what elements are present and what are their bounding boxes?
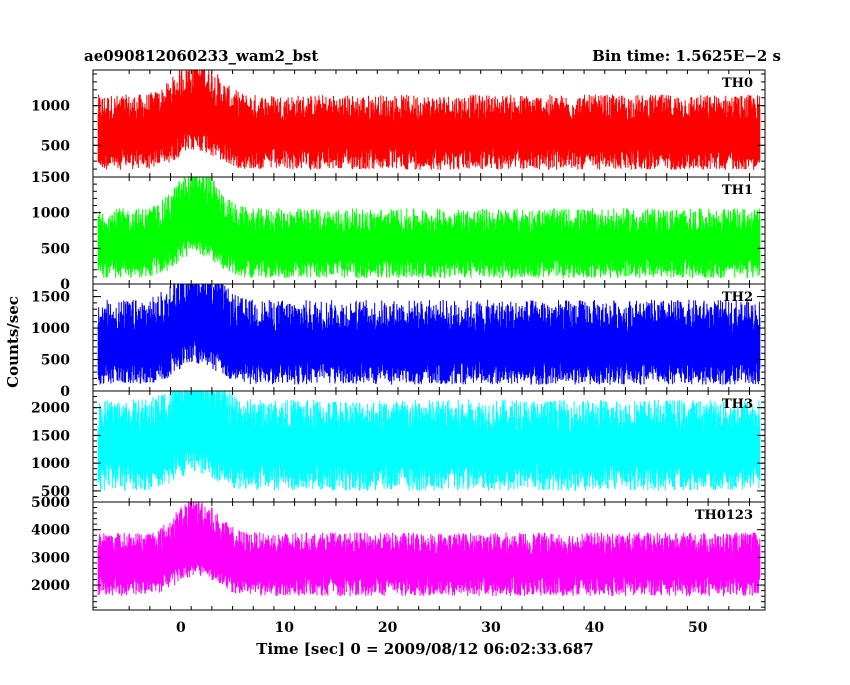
y-axis-label: Counts/sec (4, 296, 22, 388)
panel-label: TH2 (722, 290, 753, 305)
y-tick-label: 500 (41, 353, 70, 369)
y-tick-label: 4000 (31, 523, 70, 539)
panel-th3: 500 1000 1500 2000 TH3 (31, 390, 766, 503)
x-tick-label: 20 (378, 620, 398, 636)
y-tick-label: 2000 (31, 578, 70, 594)
y-tick-label: 3000 (31, 550, 70, 566)
panel-th1: 0 500 1000 1500 TH1 (31, 170, 766, 293)
y-tick-label: 1500 (31, 290, 70, 306)
x-tick-label: 0 (176, 620, 186, 636)
panel-th0123: 2000 3000 4000 5000 TH0123 (31, 495, 766, 611)
y-tick-label: 1500 (31, 170, 70, 186)
y-tick-label: 5000 (31, 495, 70, 511)
panel-label: TH0123 (695, 508, 753, 523)
x-tick-label: 10 (275, 620, 295, 636)
y-tick-label: 1500 (31, 428, 70, 444)
series-th0123 (97, 502, 761, 597)
y-tick-label: 500 (41, 138, 70, 154)
series-th2 (97, 284, 761, 385)
panel-label: TH0 (722, 76, 753, 91)
panel-label: TH1 (722, 183, 753, 198)
x-tick-label: 40 (585, 620, 605, 636)
chart-title: ae090812060233_wam2_bst (84, 47, 318, 65)
panel-th0: 500 1000 TH0 (31, 69, 766, 178)
series-th0 (97, 70, 761, 170)
y-tick-label: 1000 (31, 206, 70, 222)
series-th1 (97, 177, 761, 279)
y-tick-label: 0 (60, 384, 70, 400)
panel-th2: 0 500 1000 1500 TH2 (31, 283, 766, 400)
x-tick-label: 50 (688, 620, 708, 636)
bin-time-label: Bin time: 1.5625E−2 s (592, 47, 781, 65)
x-tick-label: 30 (481, 620, 501, 636)
x-axis-label: Time [sec] 0 = 2009/08/12 06:02:33.687 (256, 640, 593, 658)
y-tick-label: 1000 (31, 321, 70, 337)
y-tick-label: 2000 (31, 401, 70, 417)
y-tick-label: 500 (41, 241, 70, 257)
y-tick-label: 500 (41, 484, 70, 500)
panel-label: TH3 (722, 397, 753, 412)
panel-frame (92, 501, 766, 611)
y-tick-label: 0 (60, 277, 70, 293)
y-tick-label: 1000 (31, 456, 70, 472)
series-th3 (97, 391, 761, 491)
y-tick-label: 1000 (31, 99, 70, 115)
